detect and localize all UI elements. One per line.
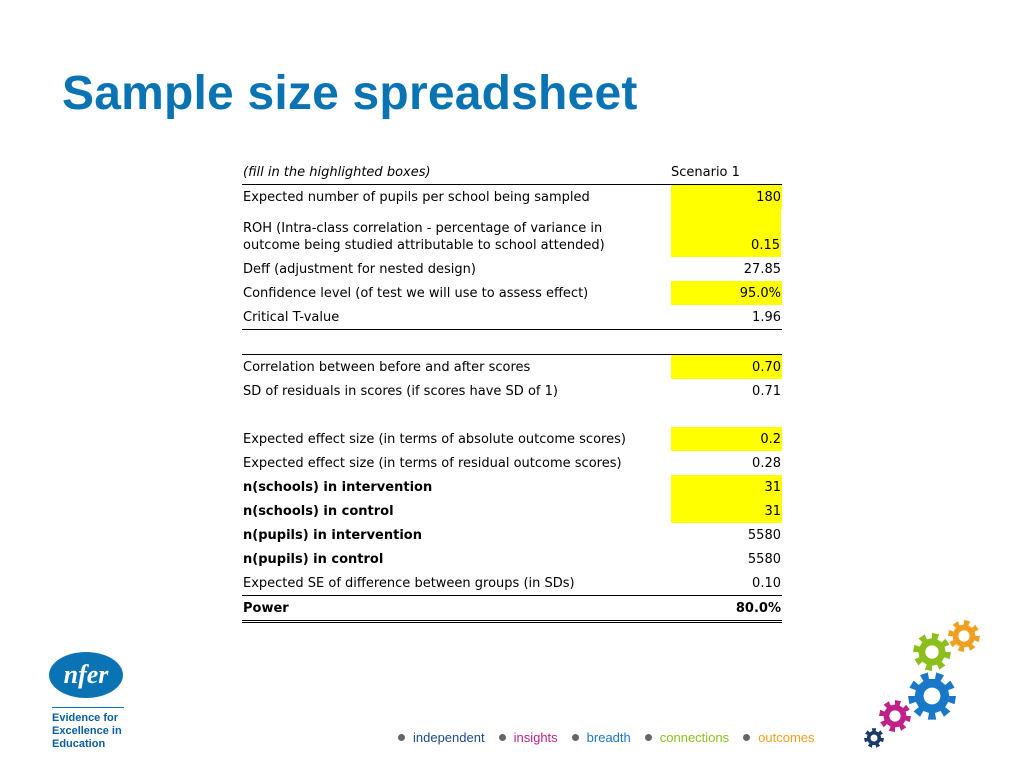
logo-divider [52, 707, 124, 708]
value-cell: 0.10 [752, 576, 781, 591]
bullet-icon [644, 734, 652, 741]
gear-magenta-icon [879, 700, 911, 732]
row-label: Deff (adjustment for nested design) [243, 262, 476, 277]
table-row: SD of residuals in scores (if scores hav… [242, 379, 782, 403]
footer-word-insights: insights [513, 730, 558, 745]
page-title: Sample size spreadsheet [62, 67, 638, 120]
row-label-line: ROH (Intra-class correlation - percentag… [243, 221, 603, 236]
row-label: n(pupils) in intervention [243, 528, 422, 543]
bullet-icon [398, 734, 405, 741]
table-row: n(schools) in intervention 31 [242, 475, 782, 499]
input-cell[interactable]: 0.2 [671, 427, 782, 451]
input-cell[interactable]: 95.0% [671, 281, 782, 305]
table-row: Critical T-value 1.96 [242, 305, 782, 330]
value-cell: 0.28 [752, 456, 781, 471]
input-cell[interactable]: 0.70 [671, 355, 782, 379]
table-row: Confidence level (of test we will use to… [242, 281, 782, 305]
row-label: Expected number of pupils per school bei… [243, 190, 590, 205]
row-label: Expected effect size (in terms of residu… [243, 456, 622, 471]
input-cell[interactable]: 0.15 [671, 209, 781, 257]
table-row-total: Power 80.0% [242, 596, 782, 623]
row-label: Expected SE of difference between groups… [243, 576, 575, 591]
table-row: n(pupils) in intervention 5580 [242, 523, 782, 547]
table-row: Expected effect size (in terms of residu… [242, 451, 782, 475]
value-cell: 27.85 [743, 262, 781, 277]
gears-decoration [862, 618, 992, 757]
value-cell: 0.71 [752, 384, 781, 399]
section-divider [242, 330, 782, 355]
nfer-logo-icon: nfer [49, 652, 123, 698]
gear-green-icon [913, 633, 951, 671]
header-scenario: Scenario 1 [671, 165, 740, 180]
row-label: Power [243, 601, 289, 616]
gears-icon [864, 620, 980, 748]
section-spacer [242, 403, 782, 427]
footer-word-connections: connections [659, 730, 730, 745]
nfer-logo: nfer [48, 650, 128, 704]
footer-word-breadth: breadth [586, 730, 631, 745]
gear-blue-icon [908, 672, 956, 720]
bullet-icon [743, 734, 751, 741]
table-row: ROH (Intra-class correlation - percentag… [242, 209, 782, 257]
table-row: Correlation between before and after sco… [242, 355, 782, 379]
gear-orange-icon [948, 620, 980, 652]
row-label: Correlation between before and after sco… [243, 360, 531, 375]
logo-tagline: Evidence for Excellence in Education [52, 712, 142, 751]
value-cell: 1.96 [752, 310, 781, 325]
table-row: Expected SE of difference between groups… [242, 571, 782, 596]
table-row: n(schools) in control 31 [242, 499, 782, 523]
table-row: Deff (adjustment for nested design) 27.8… [242, 257, 782, 281]
table-row: Expected effect size (in terms of absolu… [242, 427, 782, 451]
footer-word-outcomes: outcomes [758, 730, 815, 745]
input-cell[interactable]: 31 [671, 475, 782, 499]
sample-size-table: (fill in the highlighted boxes) Scenario… [242, 160, 782, 623]
footer-values: independent insights breadth connections… [398, 730, 829, 745]
table-row: Expected number of pupils per school bei… [242, 185, 782, 209]
row-label: Critical T-value [243, 310, 340, 325]
row-label-line: outcome being studied attributable to sc… [243, 238, 605, 253]
row-label: n(schools) in intervention [243, 480, 433, 495]
input-cell[interactable]: 31 [671, 499, 782, 523]
input-cell[interactable]: 180 [671, 185, 782, 209]
logo-tagline-line: Excellence in [52, 725, 122, 737]
header-instruction: (fill in the highlighted boxes) [243, 165, 431, 180]
row-label: Confidence level (of test we will use to… [243, 286, 589, 301]
bullet-icon [498, 734, 506, 741]
table-header-row: (fill in the highlighted boxes) Scenario… [242, 160, 782, 185]
bullet-icon [571, 734, 579, 741]
gear-navy-icon [864, 728, 884, 748]
row-label: ROH (Intra-class correlation - percentag… [242, 220, 671, 257]
logo-tagline-line: Education [52, 738, 106, 750]
logo-tagline-line: Evidence for [52, 712, 119, 724]
value-cell: 5580 [747, 552, 781, 567]
row-label: Expected effect size (in terms of absolu… [243, 432, 626, 447]
power-value: 80.0% [735, 601, 781, 616]
row-label: SD of residuals in scores (if scores hav… [243, 384, 558, 399]
row-label: n(pupils) in control [243, 552, 384, 567]
table-row: n(pupils) in control 5580 [242, 547, 782, 571]
value-cell: 5580 [747, 528, 781, 543]
logo-text: nfer [64, 660, 110, 689]
row-label: n(schools) in control [243, 504, 394, 519]
footer-word-independent: independent [413, 730, 485, 745]
